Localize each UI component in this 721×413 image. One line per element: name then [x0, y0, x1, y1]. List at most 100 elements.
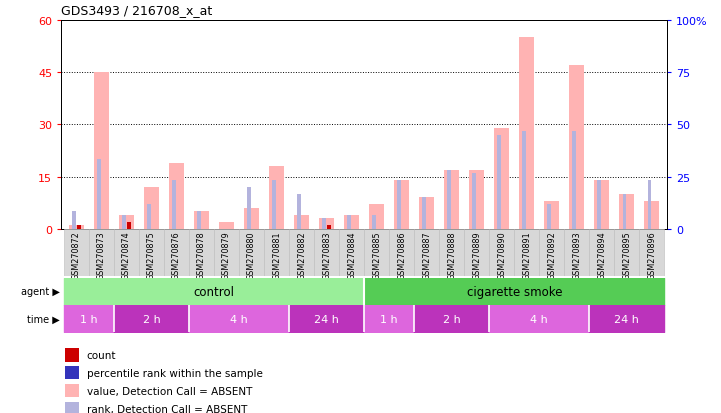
- Text: 1 h: 1 h: [80, 314, 97, 324]
- Bar: [114, 229, 139, 277]
- Bar: [65, 384, 79, 397]
- Bar: [122, 215, 125, 229]
- Bar: [314, 229, 339, 277]
- Text: GSM270893: GSM270893: [572, 231, 581, 280]
- Text: GSM270885: GSM270885: [372, 231, 381, 280]
- Bar: [447, 170, 451, 229]
- Bar: [423, 198, 426, 229]
- Bar: [164, 229, 189, 277]
- Bar: [514, 229, 539, 277]
- Bar: [523, 132, 526, 229]
- Bar: [397, 180, 401, 229]
- Bar: [65, 348, 79, 362]
- Text: GSM270889: GSM270889: [472, 231, 481, 280]
- Bar: [369, 205, 384, 229]
- Bar: [77, 226, 81, 229]
- Bar: [63, 229, 89, 277]
- Bar: [269, 166, 284, 229]
- Text: 24 h: 24 h: [314, 314, 339, 324]
- Bar: [119, 215, 134, 229]
- Bar: [539, 229, 565, 277]
- Bar: [519, 38, 534, 229]
- Text: GSM270873: GSM270873: [97, 231, 106, 280]
- Bar: [348, 215, 351, 229]
- Bar: [572, 132, 576, 229]
- Bar: [247, 188, 251, 229]
- Bar: [339, 229, 364, 277]
- Text: GSM270874: GSM270874: [122, 231, 131, 280]
- Bar: [598, 180, 601, 229]
- Bar: [439, 229, 464, 277]
- Bar: [640, 229, 665, 277]
- Bar: [147, 205, 151, 229]
- Text: GSM270880: GSM270880: [247, 231, 256, 280]
- Bar: [544, 202, 559, 229]
- Bar: [244, 208, 259, 229]
- Bar: [389, 229, 414, 277]
- Bar: [219, 222, 234, 229]
- Bar: [169, 163, 184, 229]
- Bar: [614, 229, 640, 277]
- Bar: [197, 212, 201, 229]
- Text: 2 h: 2 h: [443, 314, 461, 324]
- Bar: [327, 226, 331, 229]
- Text: GSM270876: GSM270876: [172, 231, 181, 280]
- Bar: [139, 229, 164, 277]
- Bar: [394, 180, 409, 229]
- Bar: [239, 229, 264, 277]
- Bar: [89, 229, 114, 277]
- Bar: [494, 128, 509, 229]
- Text: GSM270886: GSM270886: [397, 231, 406, 280]
- Bar: [472, 173, 476, 229]
- Text: 2 h: 2 h: [143, 314, 160, 324]
- Bar: [344, 215, 359, 229]
- Bar: [194, 212, 209, 229]
- Text: 24 h: 24 h: [614, 314, 640, 324]
- Bar: [65, 402, 79, 413]
- Bar: [322, 219, 326, 229]
- Bar: [647, 180, 651, 229]
- Text: GDS3493 / 216708_x_at: GDS3493 / 216708_x_at: [61, 5, 213, 17]
- Bar: [547, 205, 551, 229]
- Text: GSM270884: GSM270884: [347, 231, 356, 280]
- Text: time ▶: time ▶: [27, 314, 60, 324]
- Text: GSM270887: GSM270887: [423, 231, 431, 280]
- Bar: [622, 195, 627, 229]
- Text: GSM270895: GSM270895: [622, 231, 632, 280]
- Text: GSM270896: GSM270896: [647, 231, 656, 280]
- Bar: [172, 180, 176, 229]
- Bar: [297, 195, 301, 229]
- Text: GSM270894: GSM270894: [598, 231, 606, 280]
- Bar: [497, 135, 501, 229]
- Bar: [594, 180, 609, 229]
- Text: GSM270872: GSM270872: [72, 231, 81, 280]
- Bar: [319, 219, 334, 229]
- Bar: [490, 229, 514, 277]
- Bar: [65, 366, 79, 380]
- Text: 4 h: 4 h: [230, 314, 248, 324]
- Text: GSM270890: GSM270890: [497, 231, 506, 280]
- Text: 4 h: 4 h: [531, 314, 548, 324]
- Bar: [444, 170, 459, 229]
- Text: agent ▶: agent ▶: [21, 286, 60, 297]
- Bar: [272, 180, 276, 229]
- Bar: [97, 160, 101, 229]
- Text: GSM270888: GSM270888: [447, 231, 456, 280]
- Text: GSM270891: GSM270891: [522, 231, 531, 280]
- Text: GSM270892: GSM270892: [547, 231, 557, 280]
- Bar: [364, 229, 389, 277]
- Bar: [619, 195, 634, 229]
- Text: cigarette smoke: cigarette smoke: [466, 285, 562, 298]
- Bar: [464, 229, 490, 277]
- Bar: [189, 229, 214, 277]
- Bar: [289, 229, 314, 277]
- Bar: [414, 229, 439, 277]
- Bar: [127, 222, 131, 229]
- Text: GSM270883: GSM270883: [322, 231, 331, 280]
- Bar: [264, 229, 289, 277]
- Bar: [565, 229, 589, 277]
- Text: GSM270882: GSM270882: [297, 231, 306, 280]
- Text: 1 h: 1 h: [380, 314, 398, 324]
- Bar: [419, 198, 434, 229]
- Bar: [469, 170, 485, 229]
